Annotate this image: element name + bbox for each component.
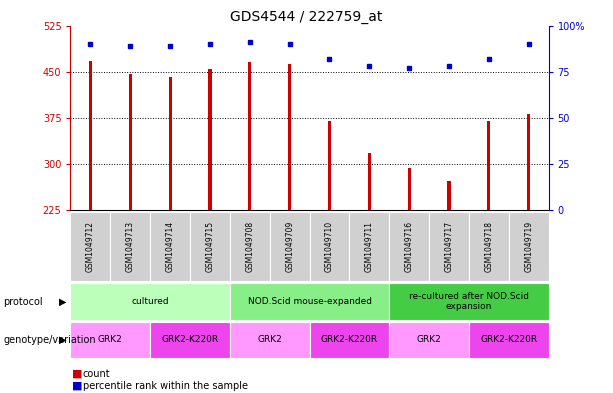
- Bar: [408, 168, 411, 210]
- FancyBboxPatch shape: [70, 322, 150, 358]
- Text: GRK2-K220R: GRK2-K220R: [480, 336, 538, 344]
- Bar: [527, 114, 530, 210]
- FancyBboxPatch shape: [70, 283, 230, 320]
- Text: percentile rank within the sample: percentile rank within the sample: [83, 381, 248, 391]
- Text: GRK2: GRK2: [98, 336, 123, 344]
- Text: ▶: ▶: [59, 297, 66, 307]
- Text: GSM1049715: GSM1049715: [205, 221, 215, 272]
- FancyBboxPatch shape: [110, 212, 150, 281]
- FancyBboxPatch shape: [310, 212, 349, 281]
- Bar: [447, 181, 451, 210]
- Bar: [129, 73, 132, 210]
- FancyBboxPatch shape: [469, 322, 549, 358]
- Text: genotype/variation: genotype/variation: [3, 335, 96, 345]
- Text: GSM1049712: GSM1049712: [86, 221, 95, 272]
- FancyBboxPatch shape: [230, 212, 270, 281]
- Bar: [89, 61, 92, 210]
- FancyBboxPatch shape: [389, 322, 469, 358]
- FancyBboxPatch shape: [230, 283, 389, 320]
- FancyBboxPatch shape: [310, 322, 389, 358]
- FancyBboxPatch shape: [270, 212, 310, 281]
- Text: GSM1049718: GSM1049718: [484, 221, 493, 272]
- FancyBboxPatch shape: [190, 212, 230, 281]
- Bar: [169, 77, 172, 210]
- Text: GSM1049708: GSM1049708: [245, 221, 254, 272]
- Bar: [368, 153, 371, 210]
- FancyBboxPatch shape: [469, 212, 509, 281]
- Text: GSM1049716: GSM1049716: [405, 221, 414, 272]
- Text: GSM1049711: GSM1049711: [365, 221, 374, 272]
- Text: ■: ■: [72, 381, 83, 391]
- FancyBboxPatch shape: [389, 283, 549, 320]
- Bar: [208, 69, 211, 210]
- Text: GSM1049719: GSM1049719: [524, 221, 533, 272]
- FancyBboxPatch shape: [150, 212, 190, 281]
- Text: GRK2-K220R: GRK2-K220R: [161, 336, 219, 344]
- Bar: [288, 64, 291, 210]
- Text: protocol: protocol: [3, 297, 43, 307]
- FancyBboxPatch shape: [429, 212, 469, 281]
- Text: GDS4544 / 222759_at: GDS4544 / 222759_at: [230, 10, 383, 24]
- Text: GSM1049709: GSM1049709: [285, 221, 294, 272]
- FancyBboxPatch shape: [349, 212, 389, 281]
- Text: re-cultured after NOD.Scid
expansion: re-cultured after NOD.Scid expansion: [409, 292, 529, 311]
- Bar: [328, 121, 331, 210]
- Text: GSM1049713: GSM1049713: [126, 221, 135, 272]
- Text: GRK2: GRK2: [417, 336, 441, 344]
- Bar: [248, 62, 251, 210]
- Text: ▶: ▶: [59, 335, 66, 345]
- Text: GSM1049717: GSM1049717: [444, 221, 454, 272]
- FancyBboxPatch shape: [509, 212, 549, 281]
- FancyBboxPatch shape: [389, 212, 429, 281]
- Text: GSM1049710: GSM1049710: [325, 221, 334, 272]
- Text: GRK2-K220R: GRK2-K220R: [321, 336, 378, 344]
- FancyBboxPatch shape: [150, 322, 230, 358]
- Text: GRK2: GRK2: [257, 336, 282, 344]
- Text: NOD.Scid mouse-expanded: NOD.Scid mouse-expanded: [248, 297, 371, 306]
- FancyBboxPatch shape: [70, 212, 110, 281]
- Text: GSM1049714: GSM1049714: [166, 221, 175, 272]
- FancyBboxPatch shape: [230, 322, 310, 358]
- Text: ■: ■: [72, 369, 83, 379]
- Text: cultured: cultured: [131, 297, 169, 306]
- Bar: [487, 121, 490, 210]
- Text: count: count: [83, 369, 110, 379]
